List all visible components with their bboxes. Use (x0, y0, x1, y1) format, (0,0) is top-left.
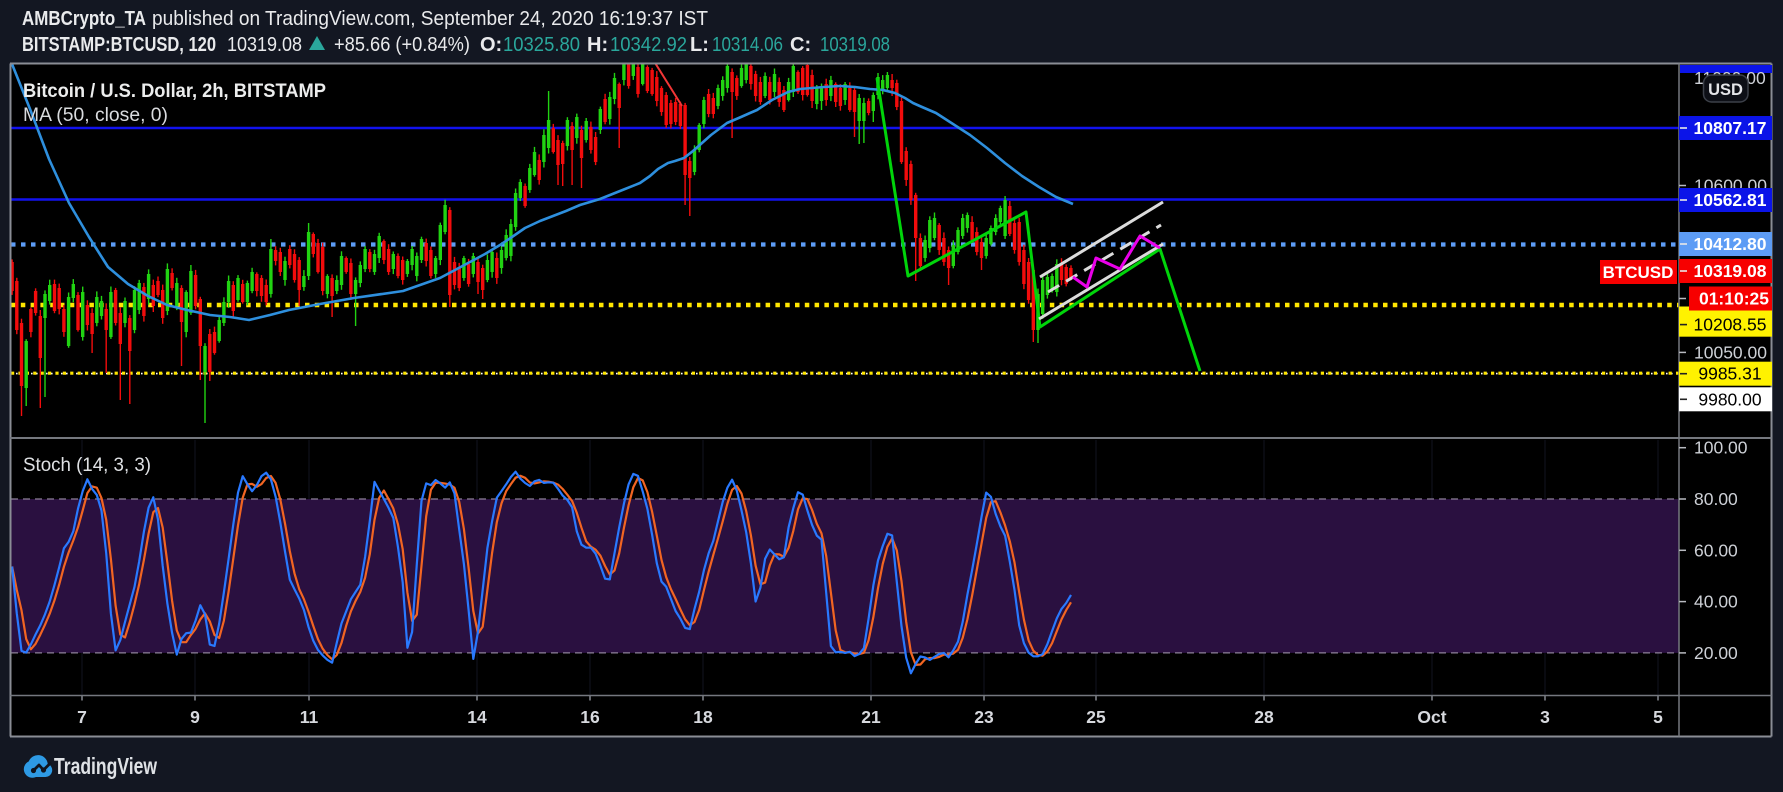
svg-text:100.00: 100.00 (1694, 438, 1748, 458)
svg-text:Oct: Oct (1417, 707, 1446, 727)
svg-text:10319.08: 10319.08 (227, 34, 302, 56)
svg-text:H:: H: (587, 34, 608, 56)
svg-text:10342.92: 10342.92 (610, 34, 687, 56)
svg-text:7: 7 (77, 707, 87, 727)
svg-text:80.00: 80.00 (1694, 489, 1738, 509)
svg-text:10314.06: 10314.06 (712, 34, 783, 56)
svg-text:Bitcoin / U.S. Dollar, 2h, BIT: Bitcoin / U.S. Dollar, 2h, BITSTAMP (23, 81, 326, 102)
svg-text:AMBCrypto_TA: AMBCrypto_TA (22, 8, 146, 30)
svg-text:BITSTAMP:BTCUSD, 120: BITSTAMP:BTCUSD, 120 (22, 34, 216, 56)
svg-text:C:: C: (790, 34, 811, 56)
svg-text:10807.17: 10807.17 (1694, 118, 1767, 138)
svg-text:14: 14 (467, 707, 487, 727)
svg-text:10325.80: 10325.80 (503, 34, 580, 56)
svg-text:40.00: 40.00 (1694, 592, 1738, 612)
svg-text:TradingView: TradingView (54, 753, 157, 779)
svg-text:3: 3 (1540, 707, 1550, 727)
svg-text:28: 28 (1254, 707, 1274, 727)
svg-text:9985.31: 9985.31 (1698, 364, 1761, 384)
svg-text:USD: USD (1708, 81, 1743, 99)
svg-text:10319.08: 10319.08 (820, 34, 890, 56)
svg-text:20.00: 20.00 (1694, 643, 1738, 663)
svg-text:5: 5 (1653, 707, 1663, 727)
svg-text:BTCUSD: BTCUSD (1603, 263, 1674, 282)
svg-text:11: 11 (300, 707, 319, 727)
svg-text:21: 21 (861, 707, 881, 727)
svg-text:10319.08: 10319.08 (1694, 261, 1767, 281)
svg-text:10562.81: 10562.81 (1694, 190, 1767, 210)
svg-text:60.00: 60.00 (1694, 540, 1738, 560)
svg-text:L:: L: (690, 34, 709, 56)
svg-text:MA (50, close, 0): MA (50, close, 0) (23, 105, 168, 126)
svg-text:9980.00: 9980.00 (1698, 389, 1762, 409)
svg-text:9: 9 (190, 707, 200, 727)
svg-text:10208.55: 10208.55 (1694, 315, 1767, 335)
svg-text:18: 18 (693, 707, 713, 727)
svg-text:O:: O: (480, 34, 502, 56)
svg-text:01:10:25: 01:10:25 (1699, 289, 1769, 309)
svg-text:25: 25 (1086, 707, 1106, 727)
svg-text:Stoch (14, 3, 3): Stoch (14, 3, 3) (23, 455, 151, 476)
svg-text:10412.80: 10412.80 (1694, 234, 1767, 254)
svg-text:published on TradingView.com,: published on TradingView.com, September … (152, 8, 708, 30)
svg-text:16: 16 (580, 707, 600, 727)
svg-text:+85.66 (+0.84%): +85.66 (+0.84%) (334, 34, 470, 56)
svg-text:10050.00: 10050.00 (1694, 342, 1767, 362)
svg-text:23: 23 (974, 707, 994, 727)
